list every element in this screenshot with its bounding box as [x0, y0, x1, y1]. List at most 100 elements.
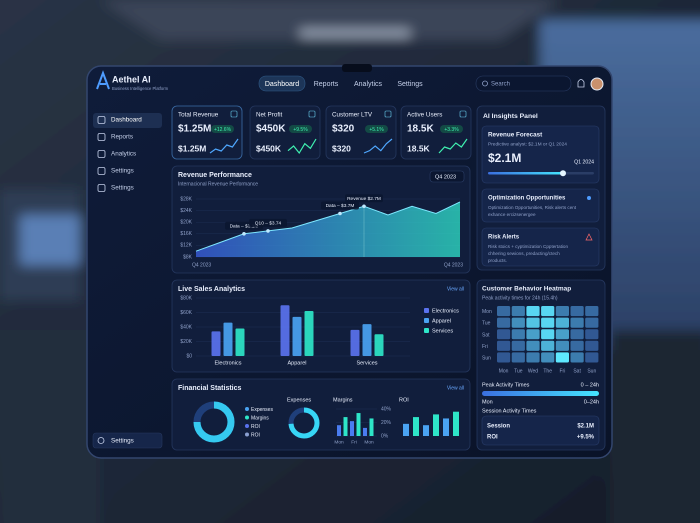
sales-bar: [223, 322, 233, 356]
peak-bar: [482, 391, 599, 396]
session-title: Session Activity Times: [482, 408, 537, 414]
heat-cell: [570, 306, 584, 317]
card-icon: [587, 196, 591, 200]
sidebar-footer-bg[interactable]: [92, 432, 163, 449]
sidebar-item[interactable]: Analytics: [111, 151, 136, 158]
y-tick-label: 0%: [381, 433, 389, 439]
kpi-sparkline: [209, 138, 239, 154]
roi-title: ROI: [399, 397, 409, 403]
sales-bar: [211, 331, 221, 356]
nav-item[interactable]: Dashboard: [265, 81, 299, 88]
kpi-change: +12.6%: [214, 127, 232, 133]
nav-item[interactable]: Settings: [397, 81, 423, 88]
legend-dot: [245, 424, 249, 428]
heat-cell: [555, 317, 569, 328]
annotation: Data – $3.7M: [326, 203, 355, 209]
kpi-value2: $1.25M: [178, 143, 206, 153]
col-label: Fri: [559, 368, 565, 374]
kpi-value: 18.5K: [407, 124, 434, 135]
ui: Aethel AI Business Intelligence Platform D…: [92, 70, 606, 451]
annotation-bg: [345, 194, 383, 203]
financial-title: Financial Statistics: [178, 385, 242, 392]
margin-bar: [343, 417, 348, 436]
forecast-period: Q1 2024: [574, 159, 594, 165]
heat-cell: [585, 329, 599, 340]
legend-label: Margins: [251, 415, 269, 421]
search-box[interactable]: [475, 75, 572, 92]
kpi-title: Net Profit: [256, 112, 282, 119]
sidebar-item[interactable]: Settings: [111, 168, 134, 175]
card-text: Risk stoics + cyptimization Cpptertation: [488, 244, 568, 249]
sidebar-icon: [97, 133, 106, 141]
sidebar-item[interactable]: Reports: [111, 134, 133, 141]
y-tick-label: $0: [186, 353, 192, 359]
bell-icon[interactable]: [577, 79, 585, 88]
x-tick-label: Q4 2023: [444, 262, 463, 268]
sidebar-item[interactable]: Settings: [111, 185, 134, 192]
card-title: Optimization Opportunities: [488, 196, 566, 202]
row-label: Fri: [482, 344, 488, 350]
heatmap-title: Customer Behavior Heatmap: [482, 286, 571, 293]
alert-icon: [585, 233, 593, 241]
kpi-change: +3.3%: [444, 127, 459, 133]
slider-fill: [488, 172, 563, 175]
notch: [342, 64, 372, 72]
y-tick-label: $20K: [180, 220, 192, 226]
heat-cell: [541, 340, 555, 351]
kpi-value: $320: [332, 124, 355, 135]
legend-label: Apparel: [432, 318, 451, 324]
card: [481, 227, 600, 267]
heat-cell: [570, 329, 584, 340]
card-text: Predictive analyst: $2.1M or Q1 2024: [488, 141, 567, 147]
sidebar-icon: [97, 116, 106, 124]
brand-tagline: Business Intelligence Platform: [112, 86, 169, 91]
card-text: products.: [488, 258, 507, 263]
roi-bar: [433, 414, 439, 436]
x-tick-label: Services: [356, 360, 377, 366]
kpi-sparkline: [287, 138, 317, 155]
annotation: Q10 – $3.74: [255, 220, 282, 226]
kpi-change: +5.1%: [369, 127, 384, 133]
heat-cell: [555, 306, 569, 317]
y-tick-label: $8K: [183, 254, 193, 260]
legend-swatch: [424, 318, 429, 323]
kpi-change: +9.5%: [293, 127, 308, 133]
x-tick-label: Fri: [351, 439, 357, 445]
sidebar-active: [93, 113, 162, 128]
sales-link[interactable]: View all: [447, 286, 464, 292]
card-text: Optimization Opportunities, Risk alerts …: [488, 205, 577, 210]
financial-link[interactable]: View all: [447, 385, 464, 391]
margin-bar: [337, 425, 341, 436]
sidebar-item[interactable]: Dashboard: [111, 117, 142, 124]
nav-item[interactable]: Reports: [314, 81, 339, 88]
stat-value: $2.1M: [577, 424, 594, 430]
period-select[interactable]: [429, 170, 465, 183]
stat-value: +9.5%: [577, 435, 595, 441]
legend-dot: [245, 432, 249, 437]
legend-label: ROI: [251, 424, 260, 430]
kpi-icon: [384, 110, 392, 118]
roi-bar: [423, 425, 429, 436]
kpi-sparkline: [438, 138, 468, 154]
nav-item[interactable]: Analytics: [354, 81, 383, 88]
avatar[interactable]: [590, 77, 604, 91]
heat-cell: [511, 340, 525, 351]
margin-bar: [350, 421, 354, 436]
revenue-subtitle: Internacional Revenue Performance: [178, 181, 258, 187]
heat-cell: [555, 340, 569, 351]
row-label: Sun: [482, 356, 491, 362]
legend-label: Services: [432, 328, 453, 334]
peak-range: 0 – 24h: [581, 382, 599, 388]
kpi-icon: [230, 110, 238, 118]
donut-ring: [193, 401, 235, 443]
margins-title: Margins: [333, 397, 353, 403]
kpi-title: Customer LTV: [332, 112, 373, 119]
slider-knob[interactable]: [560, 170, 566, 177]
y-tick-label: $24K: [180, 208, 192, 214]
annotation: Revenue $2.7M: [347, 196, 381, 202]
revenue-point: [362, 204, 366, 209]
revenue-point: [338, 211, 342, 216]
sales-bar: [350, 329, 360, 356]
col-label: Wed: [528, 368, 538, 374]
y-tick-label: $28K: [180, 196, 192, 202]
